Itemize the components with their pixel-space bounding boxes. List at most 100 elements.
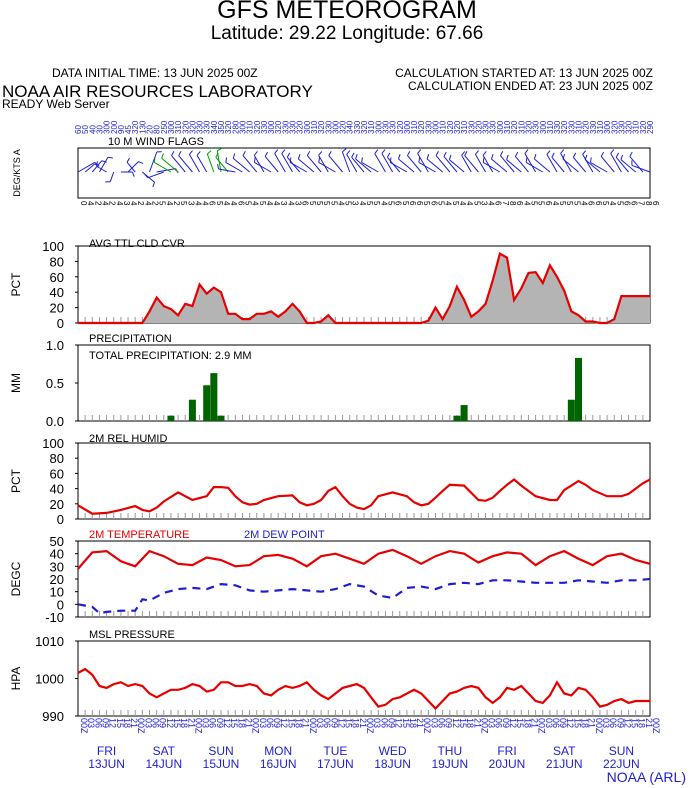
- hour-tick-label: 15: [344, 718, 354, 728]
- precip-ytick-label: 0.0: [46, 414, 64, 429]
- wind-direction-label: 300: [403, 120, 412, 134]
- wind-barb: [298, 158, 315, 173]
- calculation-started: CALCULATION STARTED AT: 13 JUN 2025 00Z: [395, 66, 653, 80]
- wind-speed-label: 2: [93, 201, 102, 206]
- wind-speed-label: 5: [308, 201, 317, 206]
- wind-direction-label: 330: [617, 120, 626, 134]
- wind-barb-flag: [153, 157, 156, 163]
- cloud-line: [78, 252, 650, 325]
- lab-name: NOAA AIR RESOURCES LABORATORY: [2, 82, 313, 101]
- hour-tick-label: 18: [408, 718, 418, 728]
- wind-barb: [215, 156, 229, 173]
- wind-barb: [281, 153, 293, 173]
- wind-barb-flag: [286, 152, 291, 158]
- wind-direction-label: 330: [281, 120, 290, 134]
- wind-direction-label: 330: [289, 120, 298, 134]
- hour-tick-label: 03: [201, 718, 211, 728]
- wind-speed-label: 4: [143, 201, 152, 206]
- wind-barb: [126, 162, 136, 173]
- wind-direction-label: 320: [224, 120, 233, 134]
- precip-total-label: TOTAL PRECIPITATION: 2.9 MM: [89, 350, 252, 362]
- wind-barb: [161, 157, 179, 173]
- hour-tick-label: 18: [236, 718, 246, 728]
- wind-barb: [620, 159, 637, 173]
- pressure-line: [77, 667, 650, 711]
- hour-tick-label: 03: [258, 718, 268, 728]
- wind-barb: [84, 163, 96, 173]
- hour-tick-label: 18: [580, 718, 590, 728]
- wind-speed-label: 2: [151, 201, 160, 206]
- hour-tick-label: 15: [286, 718, 296, 728]
- wind-barb-flag: [318, 151, 323, 156]
- rh-ytick-label: 100: [42, 436, 64, 451]
- wind-speed-label: 6: [394, 201, 403, 206]
- wind-direction-label: 320: [524, 120, 533, 134]
- wind-direction-label: 330: [260, 120, 269, 134]
- wind-barb-flag: [306, 150, 311, 156]
- wind-barb: [196, 155, 208, 173]
- wind-speed-label: 5: [401, 201, 410, 206]
- rh-frame: [77, 442, 651, 520]
- wind-barb-flag: [418, 157, 421, 163]
- wind-barb: [289, 161, 308, 173]
- hour-tick-label: 00Z: [651, 718, 661, 734]
- pressure-frame: [77, 640, 651, 717]
- wind-barb: [127, 161, 139, 173]
- wind-barb: [515, 156, 529, 173]
- hour-tick-label: 03: [315, 718, 325, 728]
- hour-tick-label: 18: [179, 718, 189, 728]
- wind-direction-label: 300: [167, 120, 176, 134]
- hour-tick-label: 09: [444, 718, 454, 728]
- wind-speed-label: 7: [637, 201, 646, 206]
- wind-direction-label: 330: [389, 120, 398, 134]
- wind-speed-label: 5: [215, 201, 224, 206]
- precip-bar: [167, 415, 175, 421]
- wind-barb-flag: [435, 150, 439, 156]
- hour-tick-label: 00Z: [479, 718, 489, 734]
- wind-barb-flag: [274, 149, 279, 154]
- wind-speed-label: 3: [122, 201, 131, 206]
- wind-direction-label: 300: [331, 120, 340, 134]
- precip-bar: [188, 399, 196, 421]
- wind-barb-flag: [138, 161, 144, 165]
- wind-barb: [218, 168, 236, 173]
- date-label: 15JUN: [203, 757, 240, 771]
- wind-barb-flag: [318, 157, 321, 163]
- temperature-line: [77, 548, 651, 570]
- wind-barb-flag: [386, 152, 391, 158]
- wind-speed-label: 6: [544, 201, 553, 206]
- wind-barb-flag: [589, 157, 592, 163]
- wind-speed-label: 4: [165, 201, 174, 206]
- cloud-panel-label: AVG TTL CLD CVR: [89, 238, 185, 250]
- wind-direction-label: 310: [367, 120, 376, 134]
- wind-barb-flag: [346, 150, 351, 155]
- wind-barb: [524, 153, 537, 173]
- wind-barb: [318, 155, 329, 173]
- wind-barb-flag: [514, 151, 519, 157]
- wind-barb-flag: [524, 149, 529, 154]
- wind-barb-flag: [152, 182, 156, 188]
- wind-direction-label: 320: [453, 120, 462, 134]
- hour-tick-label: 09: [215, 718, 225, 728]
- precip-bar: [460, 405, 468, 421]
- wind-direction-label: 330: [467, 120, 476, 134]
- wind-barb: [318, 161, 336, 173]
- hour-tick-label: 06: [265, 718, 275, 728]
- wind-barb-flag: [351, 152, 355, 158]
- hour-tick-label: 12: [394, 718, 404, 728]
- wind-barb: [381, 153, 394, 173]
- wind-speed-label: 4: [265, 201, 274, 206]
- wind-barb-flag: [482, 157, 485, 163]
- wind-barb: [584, 159, 601, 173]
- wind-direction-label: 300: [603, 120, 612, 134]
- chart-subtitle: Latitude: 29.22 Longitude: 67.66: [210, 23, 484, 44]
- wind-speed-label: 5: [529, 201, 538, 206]
- wind-direction-label: 330: [203, 120, 212, 134]
- wind-barb-flag: [499, 150, 504, 156]
- hour-tick-label: 03: [487, 718, 497, 728]
- wind-barb-flag: [525, 157, 528, 163]
- pressure-ytick-label: 1000: [35, 672, 64, 687]
- wind-direction-label: 320: [181, 120, 190, 134]
- wind-barb-flag: [417, 149, 422, 154]
